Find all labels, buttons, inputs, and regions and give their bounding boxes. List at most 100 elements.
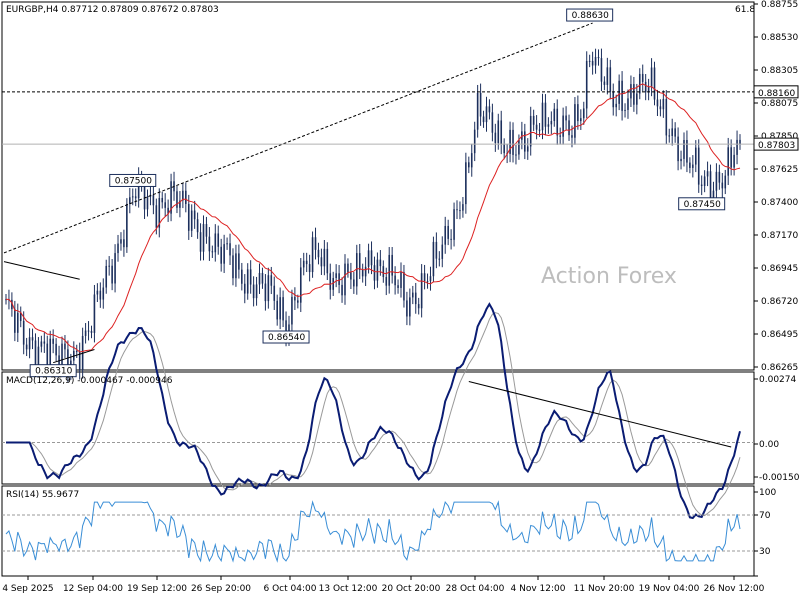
- candle-body: [187, 204, 190, 231]
- pane-frame: [1, 371, 755, 485]
- candle-body: [273, 285, 276, 301]
- candle-body: [627, 98, 629, 110]
- x-tick-label: 13 Oct 12:00: [319, 584, 378, 594]
- candle-body: [111, 265, 113, 284]
- x-tick-label: 26 Sep 20:00: [191, 584, 251, 594]
- candle-body: [99, 290, 102, 300]
- candle-body: [544, 102, 547, 127]
- candle-body: [25, 344, 28, 350]
- candle-body: [621, 80, 623, 111]
- candle-body: [123, 239, 125, 248]
- rsi-tick-label: 100: [759, 488, 776, 498]
- candle-body: [447, 225, 449, 239]
- candle-body: [656, 99, 659, 107]
- candle-body: [84, 330, 87, 336]
- candle-body: [131, 196, 134, 198]
- candle-body: [302, 260, 305, 268]
- x-tick-label: 4 Sep 2025: [2, 584, 53, 594]
- candle-body: [653, 67, 656, 100]
- candle-body: [164, 202, 166, 208]
- candle-body: [314, 237, 317, 250]
- candle-body: [547, 124, 550, 127]
- resistance-trend-line: [3, 261, 80, 280]
- candle-body: [14, 309, 16, 333]
- candle-body: [444, 225, 447, 245]
- candle-body: [582, 108, 585, 119]
- candle-body: [382, 266, 385, 278]
- chart-header-right: 61.8: [735, 5, 755, 15]
- candle-body: [638, 73, 641, 94]
- candle-body: [229, 243, 231, 256]
- current-price-box: [753, 137, 799, 151]
- candle-body: [326, 248, 329, 274]
- candle-body: [129, 197, 131, 204]
- candle-body: [529, 115, 532, 147]
- candle-body: [355, 253, 358, 287]
- candle-body: [64, 343, 66, 350]
- candle-body: [650, 67, 653, 87]
- candle-body: [78, 351, 81, 371]
- candle-body: [249, 269, 252, 285]
- candle-body: [391, 254, 393, 276]
- candle-body: [497, 120, 500, 144]
- candle-body: [736, 139, 738, 155]
- price-tick-label: 0.86265: [761, 363, 798, 373]
- price-label-text: 0.86310: [35, 367, 72, 377]
- candle-body: [182, 190, 184, 201]
- candle-body: [58, 355, 60, 365]
- candle-body: [87, 330, 90, 332]
- candle-body: [615, 103, 617, 108]
- candle-body: [353, 279, 355, 287]
- candle-body: [718, 171, 721, 183]
- candle-body: [683, 139, 685, 159]
- candle-body: [264, 283, 267, 302]
- candle-body: [677, 136, 679, 162]
- candle-body: [120, 239, 122, 244]
- candle-body: [179, 200, 181, 208]
- candle-body: [503, 144, 505, 154]
- candle-body: [350, 272, 352, 280]
- candle-body: [361, 269, 364, 277]
- candle-body: [665, 98, 668, 136]
- candle-body: [414, 292, 417, 305]
- candle-body: [232, 255, 234, 279]
- candle-body: [52, 338, 54, 344]
- candle-body: [170, 181, 172, 214]
- candle-body: [644, 81, 647, 93]
- candle-body: [441, 244, 444, 259]
- candle-body: [208, 236, 211, 252]
- price-label-text: 0.88630: [572, 11, 609, 21]
- hline-price-box: [753, 85, 799, 99]
- candle-body: [55, 343, 57, 356]
- candle-body: [223, 244, 225, 264]
- candle-body: [285, 320, 287, 338]
- candle-body: [500, 120, 503, 145]
- macd-line: [6, 302, 741, 520]
- candle-body: [114, 253, 116, 284]
- candle-body: [721, 182, 724, 189]
- candle-body: [238, 253, 240, 270]
- candle-body: [703, 176, 706, 186]
- candle-body: [347, 263, 349, 273]
- price-tick-label: 0.86495: [761, 330, 798, 340]
- candle-body: [279, 297, 281, 320]
- candle-body: [34, 340, 37, 368]
- candle-body: [252, 284, 255, 299]
- candle-body: [426, 281, 429, 283]
- x-tick-label: 4 Nov 12:00: [511, 584, 566, 594]
- candle-body: [146, 196, 149, 210]
- candle-body: [526, 146, 529, 152]
- candle-body: [556, 108, 559, 136]
- x-tick-label: 19 Nov 04:00: [639, 584, 700, 594]
- candle-body: [553, 108, 556, 121]
- candle-body: [715, 171, 718, 191]
- candle-body: [117, 243, 119, 254]
- candle-body: [176, 191, 178, 208]
- candle-body: [686, 139, 688, 163]
- candle-body: [727, 147, 730, 176]
- candle-body: [524, 131, 526, 152]
- price-label-box: [29, 364, 77, 378]
- candle-body: [297, 300, 299, 303]
- candle-body: [108, 265, 110, 267]
- candle-body: [75, 350, 78, 352]
